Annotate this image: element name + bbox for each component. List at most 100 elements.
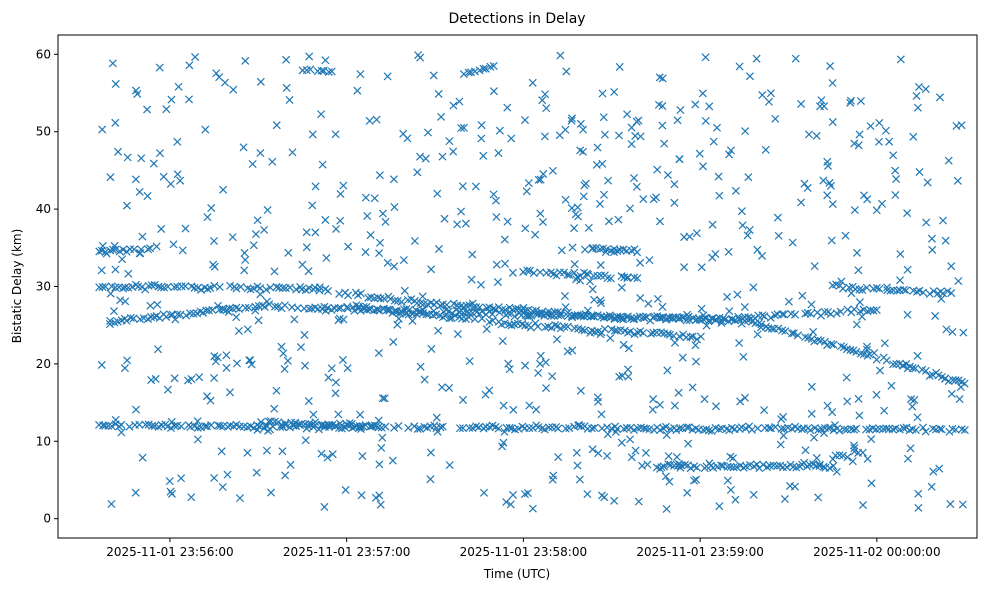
detection-marker — [875, 366, 885, 375]
detection-marker — [814, 493, 823, 502]
detection-marker — [588, 285, 597, 294]
detection-marker — [455, 97, 464, 106]
detection-marker — [670, 198, 679, 207]
detection-marker — [899, 361, 908, 370]
detection-marker — [300, 361, 310, 370]
detection-marker — [182, 311, 191, 320]
detection-marker — [102, 249, 111, 258]
detection-marker — [137, 154, 146, 163]
detection-marker — [896, 55, 905, 64]
detection-marker — [749, 283, 758, 292]
detection-marker — [725, 307, 734, 316]
x-tick-label: 2025-11-02 00:00:00 — [813, 545, 940, 559]
detection-marker — [389, 337, 398, 346]
detection-marker — [278, 447, 287, 456]
detection-marker — [270, 404, 279, 413]
detection-marker — [806, 309, 815, 318]
detection-marker — [693, 335, 702, 344]
detection-marker — [542, 104, 551, 113]
detection-marker — [434, 244, 443, 253]
detection-marker — [327, 67, 336, 76]
detection-marker — [304, 419, 313, 428]
detection-marker — [689, 476, 699, 485]
detection-marker — [858, 448, 867, 457]
detection-marker — [814, 335, 823, 345]
detection-marker — [752, 460, 761, 469]
detection-marker — [488, 310, 497, 319]
detection-marker — [286, 460, 295, 469]
detection-marker — [959, 328, 968, 337]
detection-marker — [449, 101, 458, 110]
detection-marker — [485, 386, 494, 395]
detection-marker — [724, 247, 733, 256]
detection-marker — [556, 51, 565, 60]
detection-marker — [371, 493, 380, 502]
detection-marker — [855, 130, 864, 139]
detection-marker — [364, 293, 373, 302]
detection-marker — [397, 297, 406, 306]
detection-marker — [728, 454, 738, 463]
detection-marker — [492, 212, 501, 222]
detection-marker — [866, 122, 875, 131]
detection-marker — [410, 236, 419, 246]
detection-marker — [251, 230, 260, 239]
detection-marker — [588, 243, 597, 252]
detection-marker — [146, 244, 155, 253]
detection-marker — [539, 169, 548, 179]
detection-marker — [283, 356, 292, 365]
detection-marker — [467, 275, 476, 284]
detection-marker — [304, 267, 313, 276]
detection-marker — [334, 316, 343, 325]
detection-marker — [465, 313, 474, 322]
detection-marker — [801, 446, 810, 455]
detection-marker — [847, 289, 856, 298]
detection-marker — [370, 194, 379, 203]
detection-marker — [838, 284, 848, 293]
detection-marker — [596, 261, 605, 270]
detection-marker — [627, 140, 636, 149]
detection-marker — [737, 207, 746, 216]
detection-marker — [760, 406, 769, 415]
detection-marker — [178, 246, 187, 255]
detection-marker — [506, 500, 515, 509]
detection-marker — [141, 420, 150, 429]
detection-marker — [458, 424, 468, 433]
detection-marker — [477, 134, 486, 143]
detection-marker — [479, 64, 488, 73]
detection-marker — [653, 294, 662, 303]
detection-marker — [711, 249, 720, 258]
detection-marker — [232, 313, 241, 322]
detection-marker — [253, 216, 262, 225]
detection-marker — [737, 319, 746, 328]
detection-marker — [366, 231, 375, 240]
detection-marker — [159, 172, 168, 181]
detection-marker — [570, 260, 579, 269]
detection-marker — [760, 312, 769, 321]
detection-marker — [390, 423, 399, 432]
detection-marker — [622, 313, 631, 322]
x-tick-label: 2025-11-01 23:57:00 — [283, 545, 410, 559]
detection-marker — [203, 213, 212, 222]
detection-marker — [317, 449, 326, 458]
detection-marker — [770, 311, 779, 320]
detection-marker — [263, 422, 272, 431]
detection-marker — [846, 98, 855, 107]
detection-marker — [476, 280, 486, 289]
detection-marker — [536, 359, 545, 368]
detection-marker — [394, 314, 403, 323]
detection-marker — [477, 307, 486, 316]
detection-marker — [656, 464, 665, 473]
detection-marker — [280, 301, 289, 310]
detection-marker — [618, 371, 627, 380]
detection-marker — [121, 297, 130, 306]
detection-marker — [453, 330, 462, 339]
detection-marker — [293, 304, 302, 313]
detection-marker — [718, 314, 727, 323]
detection-marker — [576, 276, 585, 285]
detection-marker — [555, 131, 564, 140]
detection-marker — [593, 393, 602, 402]
detection-marker — [101, 421, 110, 430]
detection-marker — [131, 488, 140, 497]
detection-marker — [685, 232, 694, 241]
